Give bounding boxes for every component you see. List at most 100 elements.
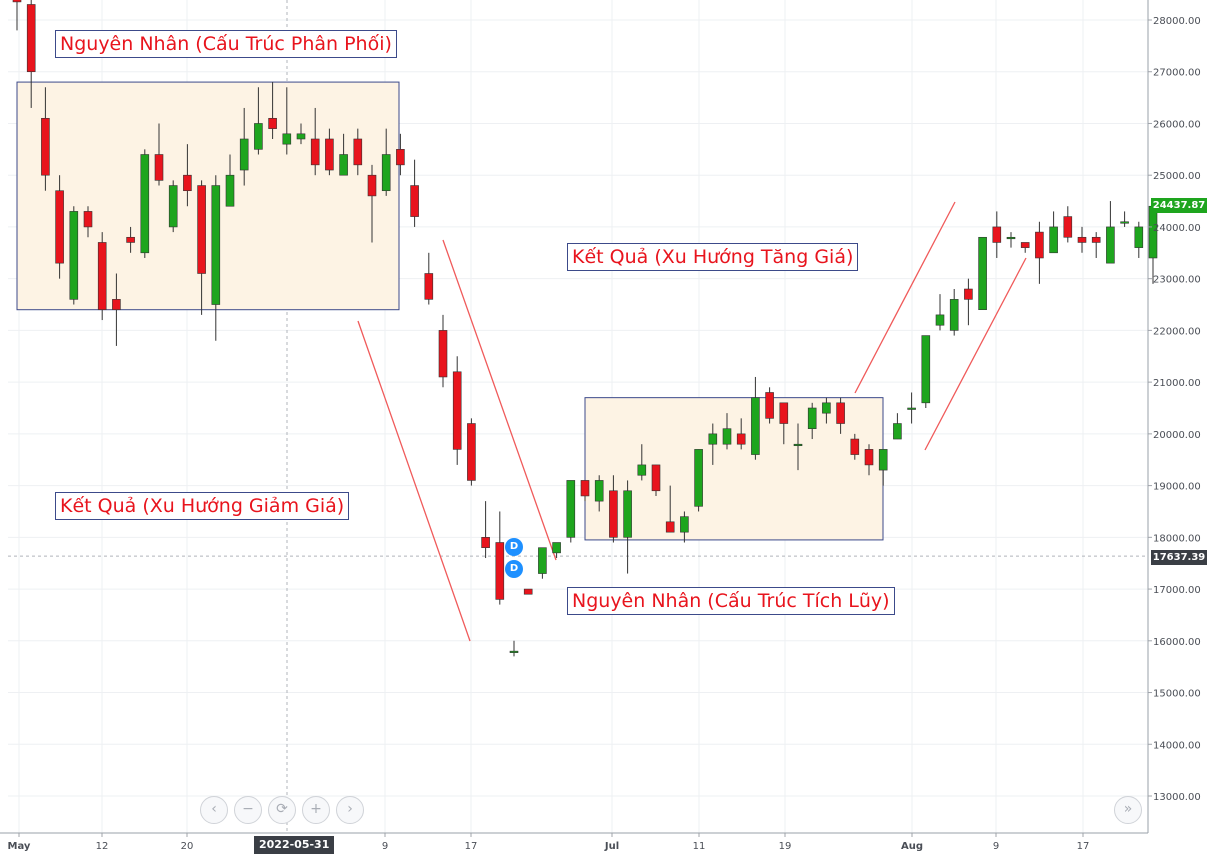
candle-body [438,330,448,378]
candle-body [751,397,760,455]
annotation-downtrend-result: Kết Quả (Xu Hướng Giảm Giá) [55,492,350,520]
scroll-right-button[interactable]: › [336,796,364,824]
candle-body [949,299,959,331]
candle-body [736,433,746,445]
candle-body [168,185,178,228]
candle-body [566,480,576,538]
candle-body [112,299,121,311]
candle-body [467,423,476,481]
candle-body [594,480,604,502]
y-tick-label: 15000.00 [1153,689,1201,700]
y-tick-label: 22000.00 [1153,326,1201,337]
candle-body [850,438,860,455]
candle-body [1063,216,1073,238]
candle-body [665,521,675,533]
reset-chart-button[interactable]: ⟳ [268,796,296,824]
candle-body [325,138,334,171]
candle-body [154,154,164,181]
candle-body [367,174,377,197]
x-tick-label: 17 [465,841,478,852]
candle-body [83,211,93,228]
zoom-out-button[interactable]: − [234,796,262,824]
candle-body [765,392,774,419]
y-tick-label: 24000.00 [1153,223,1201,234]
trend-line [854,201,956,394]
zoom-in-button[interactable]: + [302,796,330,824]
y-tick-label: 16000.00 [1153,637,1201,648]
candle-body [481,537,490,548]
candle-body [580,480,590,497]
candle-body [55,190,64,264]
scroll-to-end-button[interactable]: » [1114,796,1142,824]
candle-body [836,402,845,424]
y-tick-label: 14000.00 [1153,740,1201,751]
candle-body [97,242,107,311]
last-price-tag: 24437.87 [1151,198,1207,213]
candle-body [779,402,789,424]
candle-body [1106,226,1115,264]
candle-body [41,117,50,176]
x-tick-label: 20 [181,841,194,852]
candle-body [296,133,306,140]
candle-body [1020,242,1030,248]
candle-body [1006,236,1016,240]
candle-body [126,236,135,243]
trend-line [924,257,1027,451]
candle-body [680,516,689,533]
x-tick-label: 11 [693,841,706,852]
candle-body [310,138,320,166]
candle-body [254,123,263,150]
distribution-box [16,81,400,311]
y-tick-label: 23000.00 [1153,275,1201,286]
x-tick-label: 17 [1077,841,1090,852]
candle-body [651,464,661,492]
candle-body [1091,236,1101,243]
candle-body [396,149,405,166]
accumulation-box [584,397,884,541]
candle-body [268,117,277,129]
y-tick-label: 19000.00 [1153,482,1201,493]
candle-body [552,542,561,554]
annotation-accumulation-cause: Nguyên Nhân (Cấu Trúc Tích Lũy) [567,587,895,615]
scroll-left-button[interactable]: ‹ [200,796,228,824]
candle-body [935,314,945,326]
annotation-uptrend-result: Kết Quả (Xu Hướng Tăng Giá) [567,243,859,271]
crosshair-price-tag: 17637.39 [1151,550,1207,565]
y-tick-label: 28000.00 [1153,16,1201,27]
candle-body [978,236,987,311]
candle-body [523,588,533,595]
candle-body [1077,236,1087,243]
dividend-marker[interactable]: D [505,538,523,556]
y-tick-label: 26000.00 [1153,119,1201,130]
x-tick-label: Jul [604,841,619,852]
trend-lines [357,201,1027,642]
candle-body [878,449,888,471]
y-tick-label: 18000.00 [1153,533,1201,544]
candle-body [637,464,647,476]
structure-boxes [16,81,884,541]
candle-body [69,211,79,300]
candle-body [495,542,505,600]
x-tick-label: May [8,841,31,852]
candle-body [609,490,618,538]
dividend-marker[interactable]: D [505,560,523,578]
candles [12,0,1158,657]
candle-body [452,371,462,450]
candle-body [12,0,22,3]
candle-body [1134,226,1144,248]
candle-body [1035,231,1044,259]
candle-body [282,133,292,145]
candle-body [793,443,803,447]
x-tick-label: Aug [901,841,923,852]
y-tick-label: 25000.00 [1153,171,1201,182]
candle-body [623,490,632,538]
candle-body [807,407,817,429]
candle-body [708,433,718,445]
y-tick-label: 21000.00 [1153,378,1201,389]
y-tick-label: 17000.00 [1153,585,1201,596]
candle-body [410,185,419,217]
candle-body [225,174,235,207]
y-tick-label: 20000.00 [1153,430,1201,441]
